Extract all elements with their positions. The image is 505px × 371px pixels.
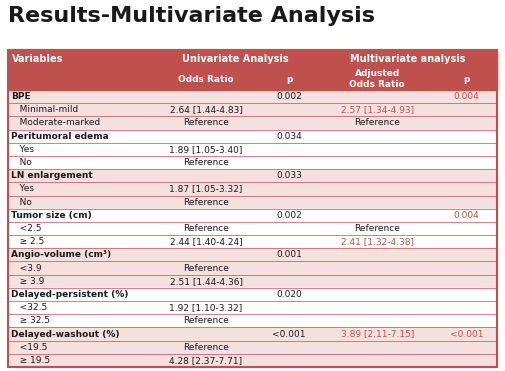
Bar	[8, 341, 497, 354]
Text: 0.020: 0.020	[276, 290, 302, 299]
Text: ≥ 3.9: ≥ 3.9	[11, 277, 44, 286]
Bar	[8, 116, 497, 129]
Bar	[8, 143, 497, 156]
Text: BPE: BPE	[11, 92, 31, 101]
Bar	[8, 262, 497, 275]
Text: 0.001: 0.001	[276, 250, 302, 259]
Text: Univariate Analysis: Univariate Analysis	[182, 54, 289, 64]
Text: Multivariate analysis: Multivariate analysis	[350, 54, 466, 64]
Text: 2.41 [1.32-4.38]: 2.41 [1.32-4.38]	[341, 237, 414, 246]
Text: ≥ 2.5: ≥ 2.5	[11, 237, 44, 246]
Text: ≥ 32.5: ≥ 32.5	[11, 316, 50, 325]
Text: Yes: Yes	[11, 184, 34, 193]
Text: <32.5: <32.5	[11, 303, 47, 312]
Text: <19.5: <19.5	[11, 343, 47, 352]
Bar	[8, 50, 497, 367]
Bar	[8, 328, 497, 341]
Text: 3.89 [2.11-7.15]: 3.89 [2.11-7.15]	[340, 329, 414, 338]
Bar	[8, 68, 497, 90]
Text: Reference: Reference	[183, 158, 229, 167]
Bar	[8, 248, 497, 262]
Text: 2.64 [1.44-4.83]: 2.64 [1.44-4.83]	[170, 105, 242, 114]
Bar	[8, 50, 152, 68]
Text: 2.51 [1.44-4.36]: 2.51 [1.44-4.36]	[170, 277, 242, 286]
Bar	[8, 314, 497, 328]
Bar	[8, 275, 497, 288]
Bar	[8, 301, 497, 314]
Bar	[8, 196, 497, 209]
Text: <3.9: <3.9	[11, 263, 41, 273]
Text: Odds Ratio: Odds Ratio	[178, 75, 234, 83]
Text: Delayed-persistent (%): Delayed-persistent (%)	[11, 290, 128, 299]
Text: p: p	[286, 75, 292, 83]
Bar	[8, 288, 497, 301]
Text: Reference: Reference	[355, 224, 400, 233]
Text: 1.87 [1.05-3.32]: 1.87 [1.05-3.32]	[169, 184, 243, 193]
Text: 0.004: 0.004	[453, 211, 479, 220]
Bar	[8, 354, 497, 367]
Text: Tumor size (cm): Tumor size (cm)	[11, 211, 92, 220]
Text: No: No	[11, 158, 32, 167]
Bar	[8, 222, 497, 235]
Text: 0.004: 0.004	[453, 92, 479, 101]
Bar	[152, 50, 319, 68]
Text: <0.001: <0.001	[449, 329, 483, 338]
Text: 0.033: 0.033	[276, 171, 302, 180]
Text: <0.001: <0.001	[272, 329, 306, 338]
Text: 0.002: 0.002	[276, 92, 302, 101]
Text: Reference: Reference	[183, 343, 229, 352]
Bar	[8, 209, 497, 222]
Text: 1.92 [1.10-3.32]: 1.92 [1.10-3.32]	[169, 303, 243, 312]
Bar	[8, 235, 497, 248]
Text: 2.44 [1.40-4.24]: 2.44 [1.40-4.24]	[170, 237, 242, 246]
Bar	[8, 169, 497, 182]
Text: Peritumoral edema: Peritumoral edema	[11, 132, 109, 141]
Text: Moderate-marked: Moderate-marked	[11, 118, 100, 128]
Text: Angio-volume (cm³): Angio-volume (cm³)	[11, 250, 111, 259]
Text: ≥ 19.5: ≥ 19.5	[11, 356, 50, 365]
Text: 2.57 [1.34-4.93]: 2.57 [1.34-4.93]	[341, 105, 414, 114]
Bar	[8, 156, 497, 169]
Text: Reference: Reference	[183, 118, 229, 128]
Text: Adjusted
Odds Ratio: Adjusted Odds Ratio	[349, 69, 405, 89]
Text: Reference: Reference	[183, 263, 229, 273]
Bar	[8, 90, 497, 103]
Text: Results-Multivariate Analysis: Results-Multivariate Analysis	[8, 6, 375, 26]
Text: <2.5: <2.5	[11, 224, 41, 233]
Text: Reference: Reference	[183, 198, 229, 207]
Text: p: p	[463, 75, 470, 83]
Bar	[8, 182, 497, 196]
Bar	[8, 103, 497, 116]
Text: Yes: Yes	[11, 145, 34, 154]
Text: 1.89 [1.05-3.40]: 1.89 [1.05-3.40]	[169, 145, 243, 154]
Text: 0.002: 0.002	[276, 211, 302, 220]
Text: Delayed-washout (%): Delayed-washout (%)	[11, 329, 120, 338]
Bar	[319, 50, 497, 68]
Text: 0.034: 0.034	[276, 132, 302, 141]
Text: Variables: Variables	[12, 54, 63, 64]
Text: Reference: Reference	[183, 316, 229, 325]
Text: No: No	[11, 198, 32, 207]
Text: Reference: Reference	[355, 118, 400, 128]
Bar	[8, 129, 497, 143]
Text: LN enlargement: LN enlargement	[11, 171, 93, 180]
Text: Reference: Reference	[183, 224, 229, 233]
Text: Minimal-mild: Minimal-mild	[11, 105, 78, 114]
Text: 4.28 [2.37-7.71]: 4.28 [2.37-7.71]	[170, 356, 242, 365]
